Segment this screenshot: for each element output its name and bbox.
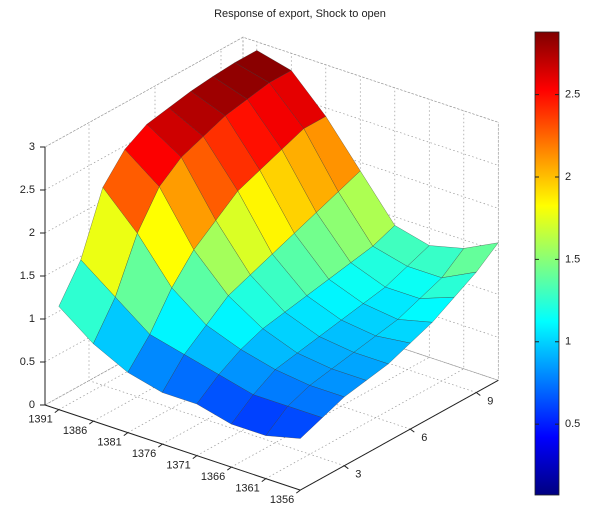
z-tick-label: 2.5 (20, 184, 35, 196)
x-tick (295, 489, 301, 494)
x-tick (54, 409, 60, 414)
z-tick-label: 1.5 (20, 270, 35, 282)
x-tick-label: 1356 (270, 494, 294, 506)
surface-patch (265, 405, 323, 439)
colorbar-tick-label: 1 (565, 336, 571, 348)
x-tick (158, 443, 163, 448)
colorbar-tick-label: 0.5 (565, 418, 580, 430)
z-tick-label: 0.5 (20, 356, 35, 368)
y-tick-label: 3 (355, 469, 361, 481)
x-tick-label: 1376 (132, 448, 156, 460)
x-tick (123, 432, 129, 437)
x-tick-label: 1381 (97, 437, 121, 449)
colorbar-tick-label: 1.5 (565, 253, 580, 265)
colorbar-tick-label: 2 (565, 171, 571, 183)
x-tick (89, 420, 94, 425)
x-tick (227, 466, 232, 471)
x-tick-label: 1371 (166, 460, 190, 472)
grid-line (88, 122, 345, 467)
z-tick-label: 3 (29, 141, 35, 153)
y-tick (475, 392, 481, 396)
y-tick-label: 9 (487, 395, 493, 407)
y-axis (300, 379, 499, 491)
x-tick-label: 1366 (201, 471, 225, 483)
x-tick-label: 1361 (235, 483, 259, 495)
x-tick-label: 1391 (28, 414, 52, 426)
colorbar-tick-label: 2.5 (565, 89, 580, 101)
x-tick (192, 455, 198, 460)
colorbar (534, 31, 560, 496)
x-axis (44, 404, 301, 491)
chart-title: Response of export, Shock to open (214, 8, 386, 20)
z-tick-label: 2 (29, 227, 35, 239)
x-tick (261, 478, 267, 483)
y-tick (409, 428, 415, 433)
z-tick-label: 0 (29, 399, 35, 411)
y-tick-label: 6 (421, 432, 427, 444)
z-tick-label: 1 (29, 313, 35, 325)
x-tick-label: 1386 (63, 425, 87, 437)
y-tick (343, 465, 349, 470)
